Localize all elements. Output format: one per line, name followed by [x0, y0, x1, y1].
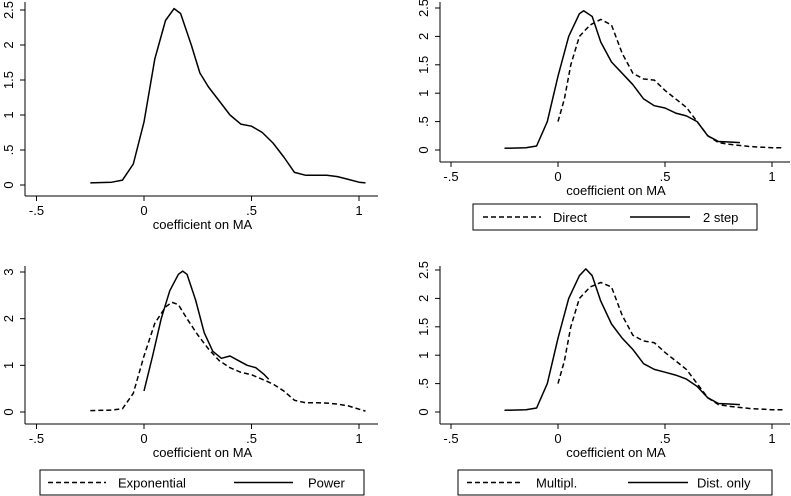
series-line-1 [90, 301, 366, 412]
y-tick-label: 2.5 [416, 261, 431, 279]
x-tick-label: 1 [768, 169, 775, 184]
series-line-1 [557, 281, 783, 411]
y-tick-label: .5 [416, 378, 431, 389]
x-tick-label: .5 [246, 203, 257, 218]
y-tick-label: 1.5 [416, 56, 431, 74]
x-axis-title: coefficient on MA [566, 183, 666, 198]
legend-label: Power [308, 476, 346, 491]
y-tick-label: 1.5 [1, 71, 16, 89]
y-tick-label: 2 [1, 41, 16, 48]
x-axis-title: coefficient on MA [153, 445, 253, 460]
legend-label: 2 step [703, 210, 738, 225]
legend: Exponential Power [39, 469, 365, 496]
y-tick-label: 3 [1, 268, 16, 275]
x-tick-label: -.5 [29, 203, 44, 218]
legend-label: Exponential [118, 476, 186, 491]
x-tick-label: .5 [246, 431, 257, 446]
x-tick-label: -.5 [443, 169, 458, 184]
y-tick-label: .5 [1, 145, 16, 156]
y-tick-label: .5 [416, 116, 431, 127]
series-line-1 [90, 7, 366, 184]
x-axis-title: coefficient on MA [566, 445, 666, 460]
x-tick-label: -.5 [29, 431, 44, 446]
y-tick-label: 2 [1, 315, 16, 322]
series-line-1 [557, 18, 783, 149]
legend-label: Direct [553, 210, 587, 225]
x-tick-label: 1 [768, 431, 775, 446]
y-tick-label: 0 [416, 408, 431, 415]
y-tick-label: 1 [1, 111, 16, 118]
x-tick-label: -.5 [443, 431, 458, 446]
x-tick-label: 1 [355, 431, 362, 446]
series-line-2 [143, 270, 270, 392]
x-tick-label: 0 [140, 203, 147, 218]
x-tick-label: 0 [140, 431, 147, 446]
x-tick-label: 1 [355, 203, 362, 218]
y-tick-label: 0 [1, 408, 16, 415]
chart-panel-2: 0 .5 1 1.5 2 2.5 -.5 0 .5 1 coefficient on MA Direc… [416, 0, 790, 231]
y-tick-label: 1 [416, 90, 431, 97]
chart-panel-1: 0 .5 1 1.5 2 2.5 -.5 0 .5 1 coefficient on MA [1, 1, 378, 232]
y-tick-label: 2 [416, 33, 431, 40]
x-tick-label: .5 [660, 431, 671, 446]
y-tick-label: 2 [416, 295, 431, 302]
chart-panel-4: 0 .5 1 1.5 2 2.5 -.5 0 .5 1 coefficient on MA Multi… [416, 261, 790, 496]
y-tick-label: 1.5 [416, 318, 431, 336]
y-tick-label: 1 [416, 352, 431, 359]
legend: Multipl. Dist. only [457, 469, 773, 496]
legend-box [472, 203, 758, 231]
x-tick-label: .5 [660, 169, 671, 184]
legend-label: Multipl. [536, 476, 577, 491]
x-tick-label: 0 [554, 169, 561, 184]
y-tick-label: 2.5 [416, 0, 431, 17]
x-tick-label: 0 [554, 431, 561, 446]
series-line-2 [504, 268, 740, 412]
y-tick-label: 0 [416, 146, 431, 153]
y-tick-label: 0 [1, 181, 16, 188]
x-axis-title: coefficient on MA [153, 217, 253, 232]
legend-label: Dist. only [697, 476, 751, 491]
chart-panel-3: 0 1 2 3 -.5 0 .5 1 coefficient on MA Exponential P… [1, 266, 378, 496]
series-line-2 [504, 10, 740, 150]
legend-box [39, 469, 365, 496]
y-tick-label: 2.5 [1, 1, 16, 19]
y-tick-label: 1 [1, 362, 16, 369]
legend: Direct 2 step [472, 203, 758, 231]
